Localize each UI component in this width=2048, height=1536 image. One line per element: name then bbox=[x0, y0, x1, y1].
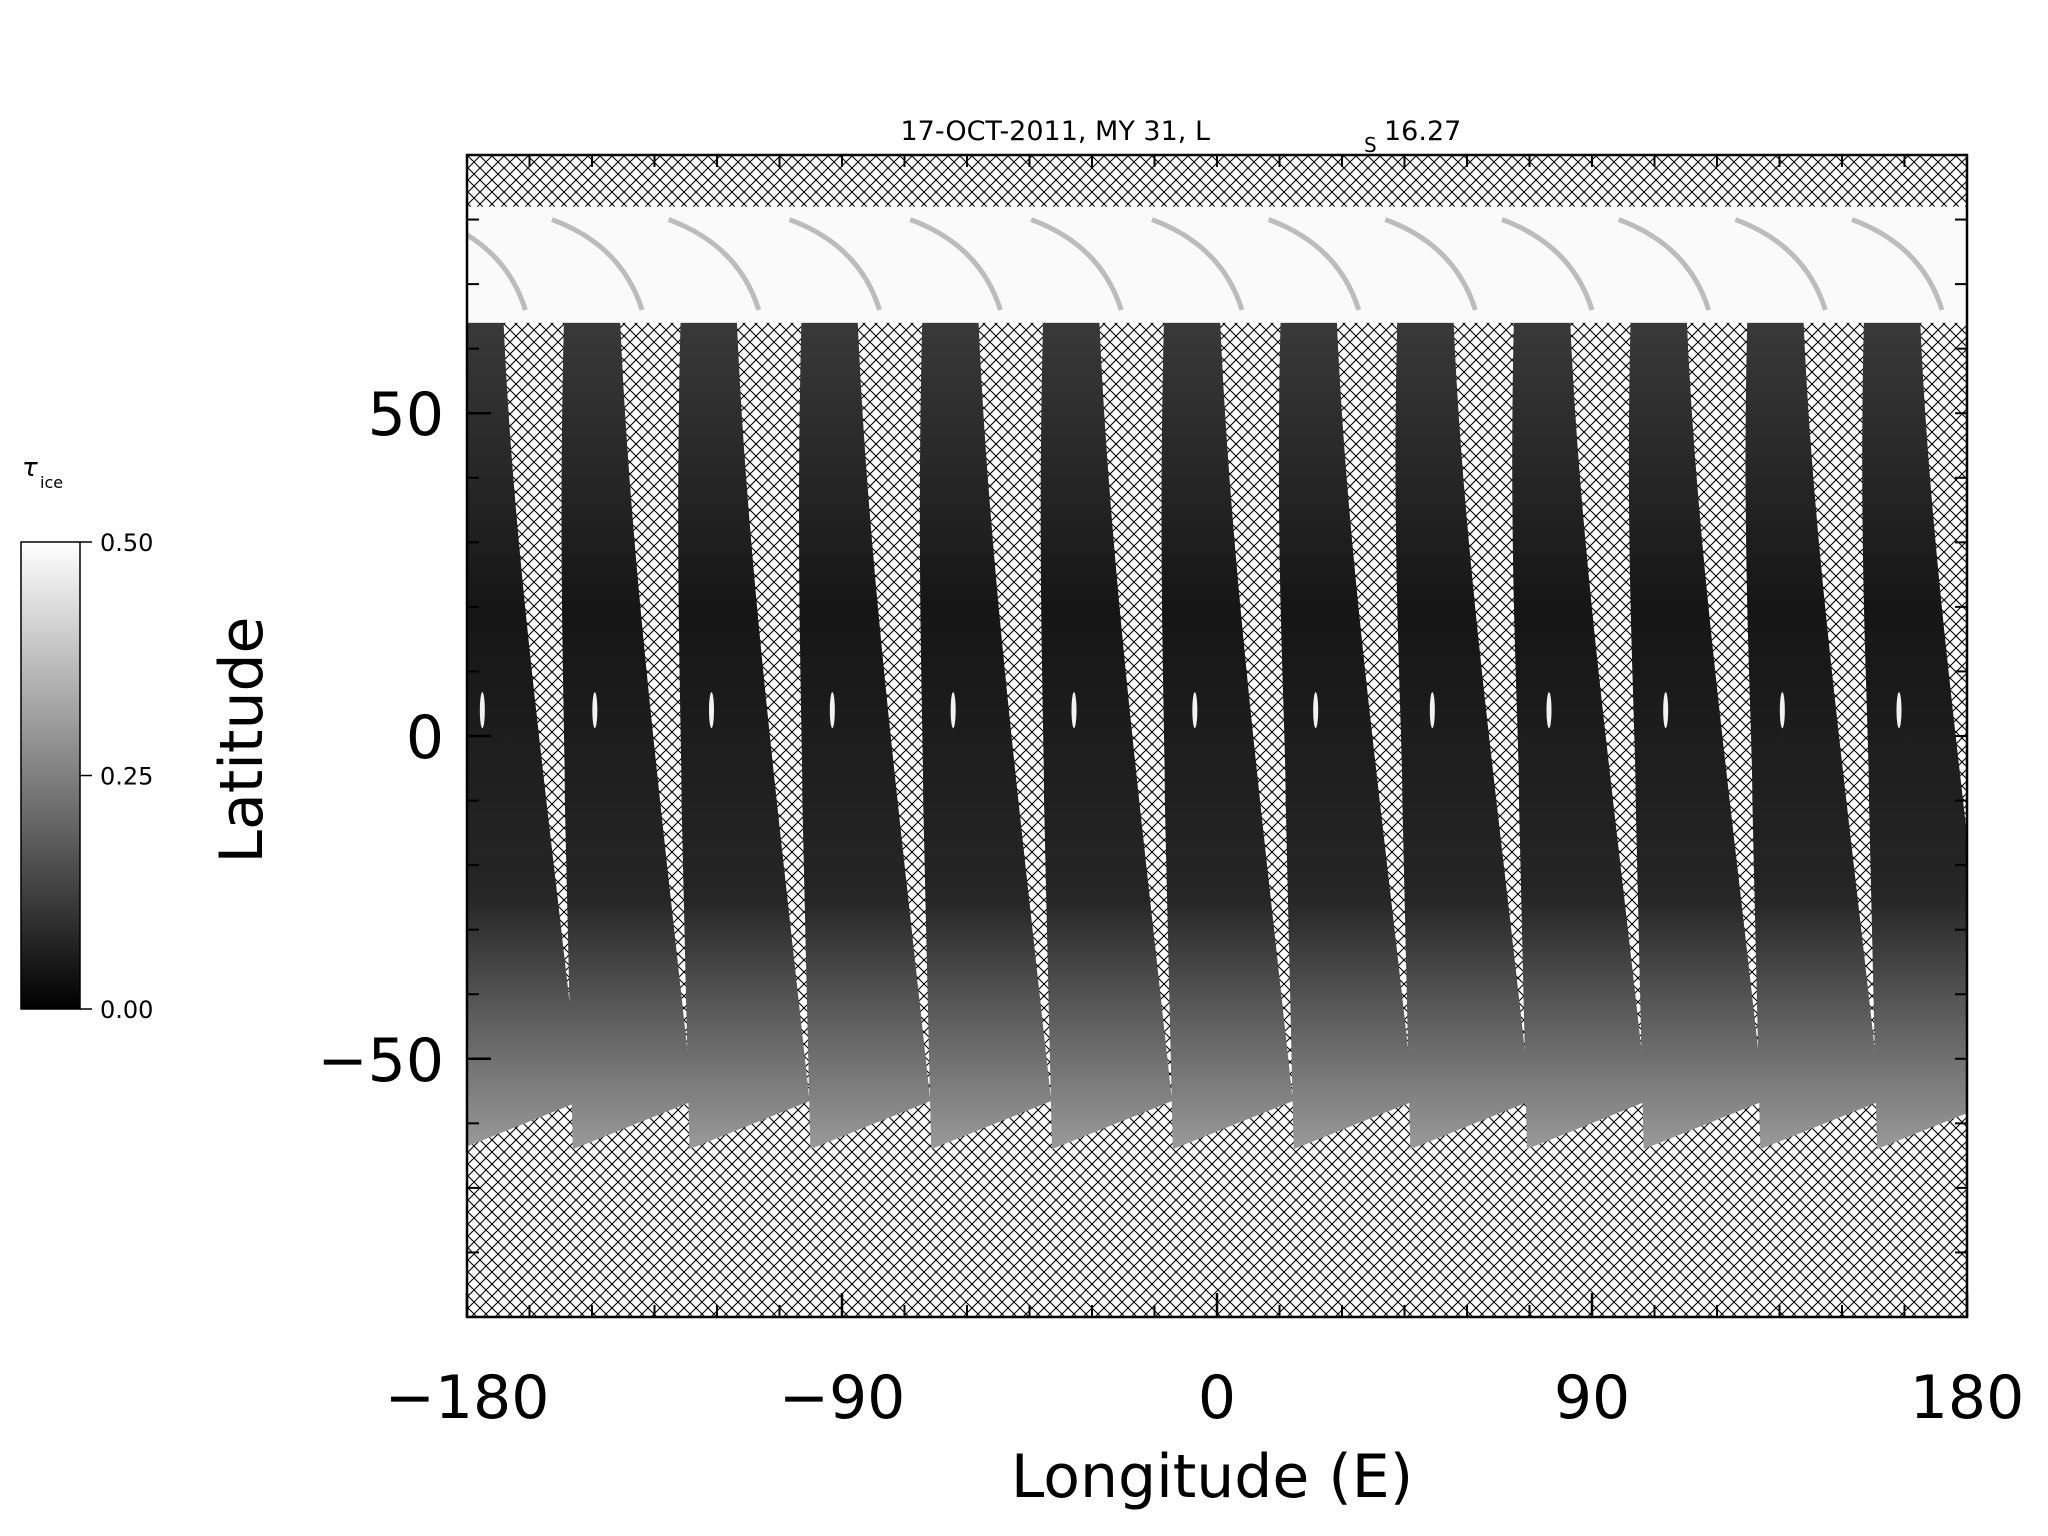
polar-arc-shade bbox=[1851, 217, 1945, 311]
x-tick-label: 90 bbox=[1554, 1363, 1630, 1433]
swath-bright-streak bbox=[709, 692, 714, 729]
swath bbox=[1040, 316, 1172, 1150]
x-tick-label: −180 bbox=[385, 1363, 550, 1433]
swath-group bbox=[467, 316, 1967, 1150]
chart-title: 17-OCT-2011, MY 31, L bbox=[900, 116, 1210, 147]
swath-bright-streak bbox=[1313, 692, 1319, 729]
polar-arc-shade bbox=[1151, 217, 1245, 311]
x-tick-label: −90 bbox=[779, 1363, 906, 1433]
swath-bright-streak bbox=[479, 692, 485, 729]
y-axis-label: Latitude bbox=[207, 617, 277, 864]
swath bbox=[1745, 316, 1881, 1150]
y-axis-ticks: 50 0 −50 bbox=[317, 380, 491, 1096]
polar-arc-shade bbox=[1384, 217, 1478, 311]
swath-bright-streak bbox=[829, 692, 835, 729]
polar-arc-shade bbox=[467, 231, 528, 311]
swath bbox=[1278, 316, 1414, 1150]
swath bbox=[799, 316, 931, 1150]
polar-arc-shade bbox=[1734, 217, 1828, 311]
x-axis-ticks: −180 −90 0 90 180 bbox=[385, 1293, 2025, 1433]
polar-arc-shade bbox=[1617, 217, 1712, 311]
swath-bright-streak bbox=[1663, 692, 1669, 729]
chart-title-value: 16.27 bbox=[1384, 116, 1461, 147]
colorbar-tick-label: 0.25 bbox=[100, 763, 153, 791]
polar-arc-shade bbox=[1267, 217, 1362, 311]
swath-bright-streak bbox=[1429, 692, 1435, 729]
swath-bright-streak bbox=[1192, 692, 1198, 729]
swath bbox=[467, 316, 581, 1147]
swath bbox=[678, 316, 810, 1150]
swath bbox=[1512, 316, 1647, 1150]
swath bbox=[1161, 316, 1293, 1150]
colorbar-ticks: 0.50 0.25 0.00 bbox=[80, 529, 153, 1024]
swath-bright-streak bbox=[1546, 692, 1552, 729]
x-axis-label: Longitude (E) bbox=[1011, 1442, 1413, 1512]
swath-bright-streak bbox=[950, 692, 956, 729]
y-tick-label: −50 bbox=[317, 1026, 444, 1096]
swath bbox=[561, 316, 693, 1150]
chart-title-subscript: S bbox=[1364, 133, 1377, 157]
x-tick-label: 0 bbox=[1198, 1363, 1236, 1433]
y-tick-label: 50 bbox=[368, 380, 444, 450]
polar-arc-shade bbox=[667, 217, 762, 311]
colorbar-label: τ bbox=[22, 453, 38, 483]
colorbar-label-subscript: ice bbox=[40, 473, 63, 492]
colorbar-tick-label: 0.50 bbox=[100, 529, 153, 557]
polar-arc-shade bbox=[551, 217, 645, 311]
x-tick-label: 180 bbox=[1910, 1363, 2025, 1433]
colorbar-tick-label: 0.00 bbox=[100, 996, 153, 1024]
polar-arc-shade bbox=[1030, 217, 1124, 311]
swath bbox=[919, 316, 1052, 1150]
colorbar-gradient bbox=[20, 541, 81, 1010]
polar-arc-shade bbox=[788, 217, 882, 311]
polar-arc-shade bbox=[909, 217, 1003, 311]
swath-bright-streak bbox=[1071, 692, 1077, 729]
y-tick-label: 0 bbox=[406, 703, 444, 773]
swath-bright-streak bbox=[592, 692, 598, 729]
plot-area bbox=[467, 155, 1967, 1317]
swath bbox=[1628, 316, 1764, 1150]
swath bbox=[1395, 316, 1531, 1150]
north-polar-ice-band bbox=[467, 206, 1967, 323]
minor-ticks bbox=[467, 155, 1967, 1317]
swath-bright-streak bbox=[1896, 692, 1902, 729]
swath-bright-streak bbox=[1779, 692, 1785, 729]
swath bbox=[1862, 316, 1967, 1150]
colorbar: τ ice 0.50 0.25 0.00 bbox=[20, 453, 153, 1024]
polar-arc-shade bbox=[1501, 217, 1595, 311]
